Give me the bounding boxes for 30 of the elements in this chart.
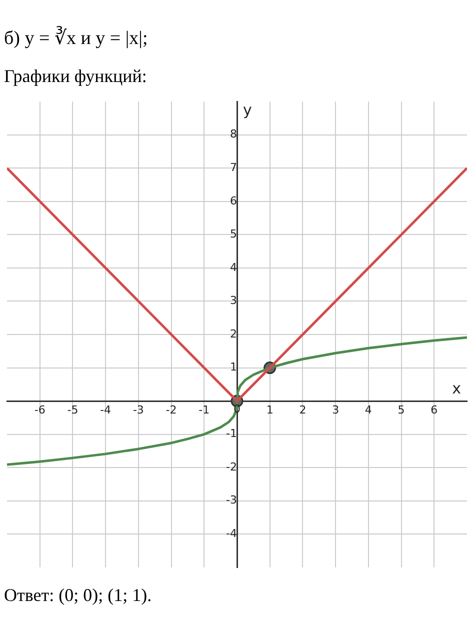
- y-tick-label: 2: [230, 327, 237, 340]
- chart-title: б) y = ∛x и y = |x|;: [4, 26, 148, 50]
- y-tick-label: -3: [226, 494, 237, 507]
- y-tick-label: 3: [230, 294, 237, 308]
- y-tick-label: 7: [230, 161, 237, 174]
- y-tick-label: 8: [230, 128, 237, 141]
- y-axis-title: y: [243, 100, 252, 119]
- x-tick-label: -5: [67, 404, 78, 416]
- x-tick-label: -4: [100, 404, 112, 416]
- x-tick-label: 2: [299, 404, 306, 416]
- y-tick-label: 5: [230, 228, 237, 241]
- x-tick-label: -1: [198, 404, 210, 416]
- x-tick-label: -3: [132, 404, 144, 416]
- x-tick-label: 4: [364, 404, 372, 416]
- y-tick-label: 6: [230, 194, 237, 208]
- x-tick-label: -6: [34, 404, 46, 416]
- x-tick-label: 6: [430, 404, 438, 416]
- y-tick-label: 1: [230, 360, 237, 374]
- x-tick-label: 3: [332, 404, 340, 416]
- y-tick-label: 4: [230, 260, 237, 274]
- y-tick-label: -4: [226, 526, 237, 540]
- x-tick-label: -2: [166, 404, 177, 416]
- x-tick-label: 0: [234, 402, 240, 416]
- x-axis-title: x: [452, 379, 462, 398]
- text: Ответ: (0; 0); (1; 1).: [4, 585, 152, 606]
- chart-subtitle: Графики функций:: [4, 66, 147, 87]
- y-tick-label: -2: [226, 460, 237, 474]
- x-tick-label: 1: [266, 404, 274, 416]
- x-tick-label: 5: [398, 404, 405, 416]
- y-tick-label: -1: [226, 427, 237, 440]
